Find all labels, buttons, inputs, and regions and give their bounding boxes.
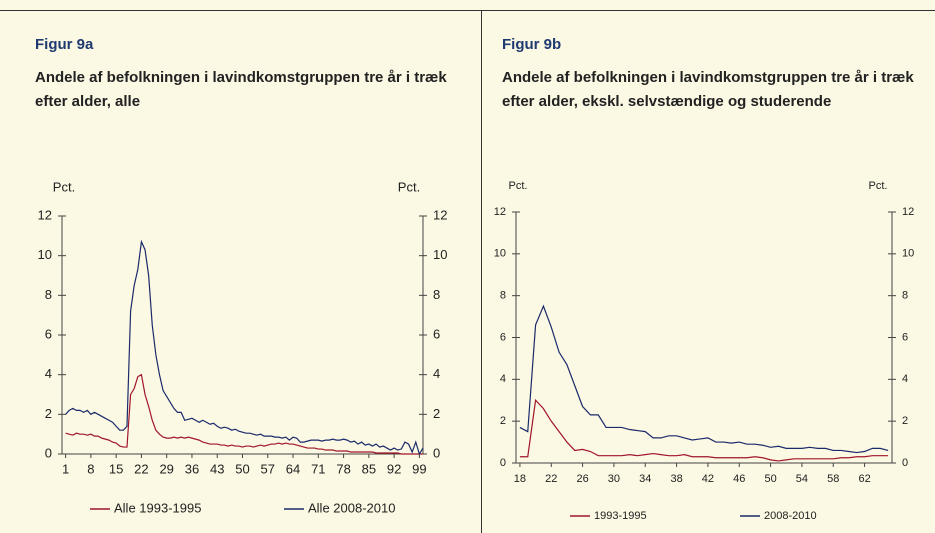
x-tick-label: 22 (134, 461, 148, 476)
y2-tick-label: 10 (902, 248, 914, 260)
y2-axis-label: Pct. (869, 180, 888, 192)
y2-tick-label: 12 (433, 207, 447, 222)
y-tick-label: 0 (500, 457, 506, 469)
y-tick-label: 12 (38, 207, 52, 222)
y-tick-label: 10 (38, 247, 52, 262)
x-tick-label: 1 (62, 461, 69, 476)
legend-label: Alle 2008-2010 (308, 500, 395, 515)
y-tick-label: 4 (45, 366, 52, 381)
data-line (65, 239, 424, 456)
y2-tick-label: 0 (902, 457, 908, 469)
x-tick-label: 22 (545, 473, 557, 485)
x-tick-label: 42 (702, 473, 714, 485)
y-tick-label: 4 (500, 373, 506, 385)
y-tick-label: 2 (45, 406, 52, 421)
x-tick-label: 30 (608, 473, 620, 485)
x-tick-label: 26 (576, 473, 588, 485)
x-tick-label: 46 (733, 473, 745, 485)
y2-tick-label: 8 (433, 287, 440, 302)
y-axis-label: Pct. (509, 180, 528, 192)
x-tick-label: 29 (159, 461, 173, 476)
y2-tick-label: 4 (902, 373, 908, 385)
y-tick-label: 6 (45, 326, 52, 341)
x-tick-label: 38 (670, 473, 682, 485)
y2-tick-label: 8 (902, 290, 908, 302)
y2-tick-label: 6 (433, 326, 440, 341)
y-tick-label: 0 (45, 445, 52, 460)
chart-subtitle: Andele af befolkningen i lavindkomstgrup… (35, 69, 447, 110)
y2-tick-label: 4 (433, 366, 440, 381)
x-tick-label: 85 (362, 461, 376, 476)
x-tick-label: 78 (336, 461, 350, 476)
x-tick-label: 18 (514, 473, 526, 485)
x-tick-label: 50 (764, 473, 776, 485)
y-tick-label: 8 (500, 290, 506, 302)
chart-title: Figur 9a (35, 36, 94, 53)
x-tick-label: 34 (639, 473, 651, 485)
x-tick-label: 62 (858, 473, 870, 485)
x-tick-label: 36 (185, 461, 199, 476)
y2-tick-label: 12 (902, 206, 914, 218)
y-axis-label: Pct. (53, 179, 75, 194)
data-line (65, 373, 423, 455)
data-line (519, 398, 889, 462)
legend-label: Alle 1993-1995 (114, 500, 201, 515)
data-line (519, 304, 889, 454)
y2-axis-label: Pct. (398, 179, 420, 194)
legend-label: 2008-2010 (764, 510, 817, 522)
chart-title: Figur 9b (502, 36, 562, 53)
y2-tick-label: 6 (902, 331, 908, 343)
y2-tick-label: 10 (433, 247, 447, 262)
y-tick-label: 6 (500, 331, 506, 343)
x-tick-label: 57 (261, 461, 275, 476)
y-tick-label: 8 (45, 287, 52, 302)
y2-tick-label: 0 (433, 445, 440, 460)
x-tick-label: 92 (387, 461, 401, 476)
y-tick-label: 12 (494, 206, 506, 218)
x-tick-label: 64 (286, 461, 300, 476)
chart-subtitle: Andele af befolkningen i lavindkomstgrup… (502, 69, 914, 110)
y2-tick-label: 2 (902, 415, 908, 427)
x-tick-label: 15 (109, 461, 123, 476)
x-tick-label: 71 (311, 461, 325, 476)
y2-tick-label: 2 (433, 406, 440, 421)
x-tick-label: 8 (87, 461, 94, 476)
x-tick-label: 58 (827, 473, 839, 485)
y-tick-label: 2 (500, 415, 506, 427)
x-tick-label: 50 (235, 461, 249, 476)
x-tick-label: 54 (796, 473, 808, 485)
legend-label: 1993-1995 (594, 510, 647, 522)
y-tick-label: 10 (494, 248, 506, 260)
x-tick-label: 99 (412, 461, 426, 476)
x-tick-label: 43 (210, 461, 224, 476)
